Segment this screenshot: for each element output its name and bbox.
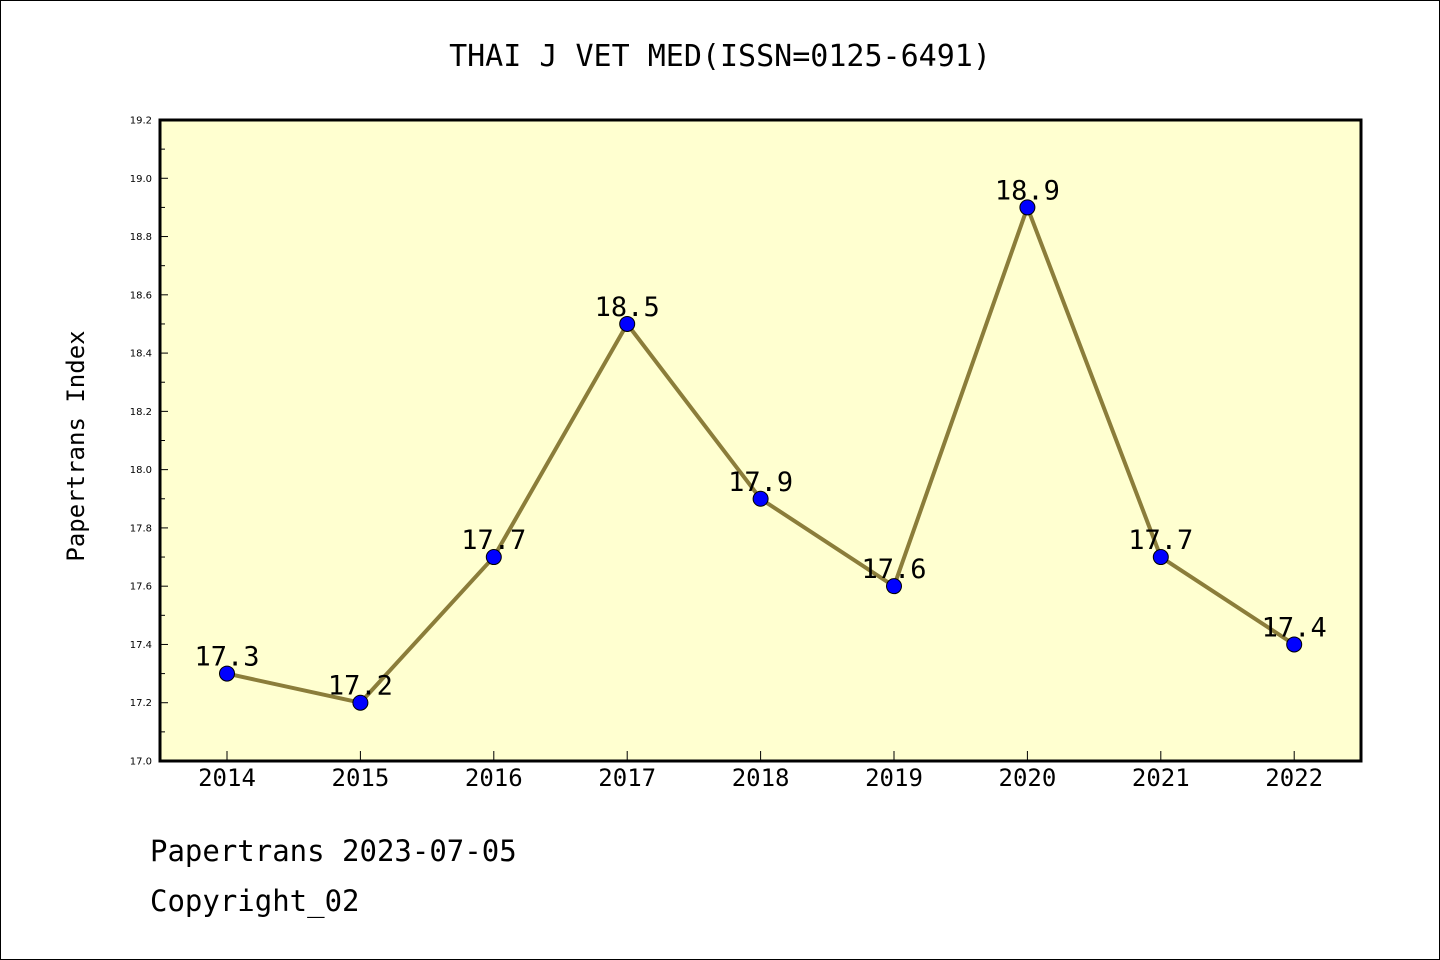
footer-copyright: Copyright_02 bbox=[150, 884, 360, 918]
x-tick-label: 2014 bbox=[198, 764, 256, 792]
y-tick-label: 18.4 bbox=[130, 349, 152, 360]
x-tick-label: 2017 bbox=[598, 764, 656, 792]
y-tick-label: 19.2 bbox=[130, 116, 152, 127]
x-tick-label: 2022 bbox=[1265, 764, 1323, 792]
y-tick-label: 18.2 bbox=[130, 407, 152, 418]
data-point bbox=[1019, 199, 1036, 216]
x-tick-label: 2020 bbox=[999, 764, 1057, 792]
y-tick-label: 17.0 bbox=[130, 757, 152, 768]
y-tick-label: 18.6 bbox=[130, 290, 152, 301]
data-point bbox=[352, 694, 369, 711]
data-point bbox=[752, 490, 769, 507]
y-tick-label: 18.0 bbox=[130, 465, 152, 476]
data-label: 17.7 bbox=[461, 525, 526, 556]
y-axis: 17.0 17.2 17.4 17.6 17.8 18.0 18.2 18.4 18.6 18.8… bbox=[130, 116, 168, 768]
x-tick-label: 2021 bbox=[1132, 764, 1190, 792]
y-axis-label: Papertrans Index bbox=[62, 330, 90, 561]
data-point bbox=[1286, 636, 1303, 653]
data-label: 17.6 bbox=[861, 554, 926, 585]
data-point bbox=[1152, 549, 1169, 566]
data-label: 17.4 bbox=[1262, 612, 1327, 643]
data-point bbox=[219, 665, 235, 682]
footer-date: Papertrans 2023-07-05 bbox=[150, 834, 517, 868]
x-axis: 2014 2015 2016 2017 2018 2019 2020 2021 2022 bbox=[198, 751, 1323, 792]
chart-title: THAI J VET MED(ISSN=0125-6491) bbox=[449, 39, 991, 74]
y-tick-label: 17.6 bbox=[130, 582, 152, 593]
data-label: 17.2 bbox=[328, 671, 393, 702]
data-point bbox=[886, 578, 902, 595]
x-tick-label: 2019 bbox=[865, 764, 923, 792]
series-group: 17.3 17.2 17.7 18.5 17.9 17.6 18.9 17.7 17.4 bbox=[194, 175, 1327, 711]
x-tick-label: 2018 bbox=[732, 764, 790, 792]
x-tick-label: 2016 bbox=[465, 764, 523, 792]
data-label: 17.3 bbox=[194, 642, 259, 673]
data-label: 18.5 bbox=[595, 292, 660, 323]
data-label: 17.7 bbox=[1128, 525, 1193, 556]
data-label: 18.9 bbox=[995, 175, 1060, 206]
y-tick-label: 19.0 bbox=[130, 174, 152, 185]
data-label: 17.9 bbox=[728, 467, 793, 498]
y-tick-label: 17.2 bbox=[130, 698, 152, 709]
y-tick-label: 17.8 bbox=[130, 523, 152, 534]
y-tick-label: 18.8 bbox=[130, 232, 152, 243]
x-tick-label: 2015 bbox=[332, 764, 390, 792]
plot-area bbox=[158, 118, 1363, 763]
y-tick-label: 17.4 bbox=[130, 640, 152, 651]
data-point bbox=[485, 549, 502, 566]
data-point bbox=[619, 315, 636, 332]
